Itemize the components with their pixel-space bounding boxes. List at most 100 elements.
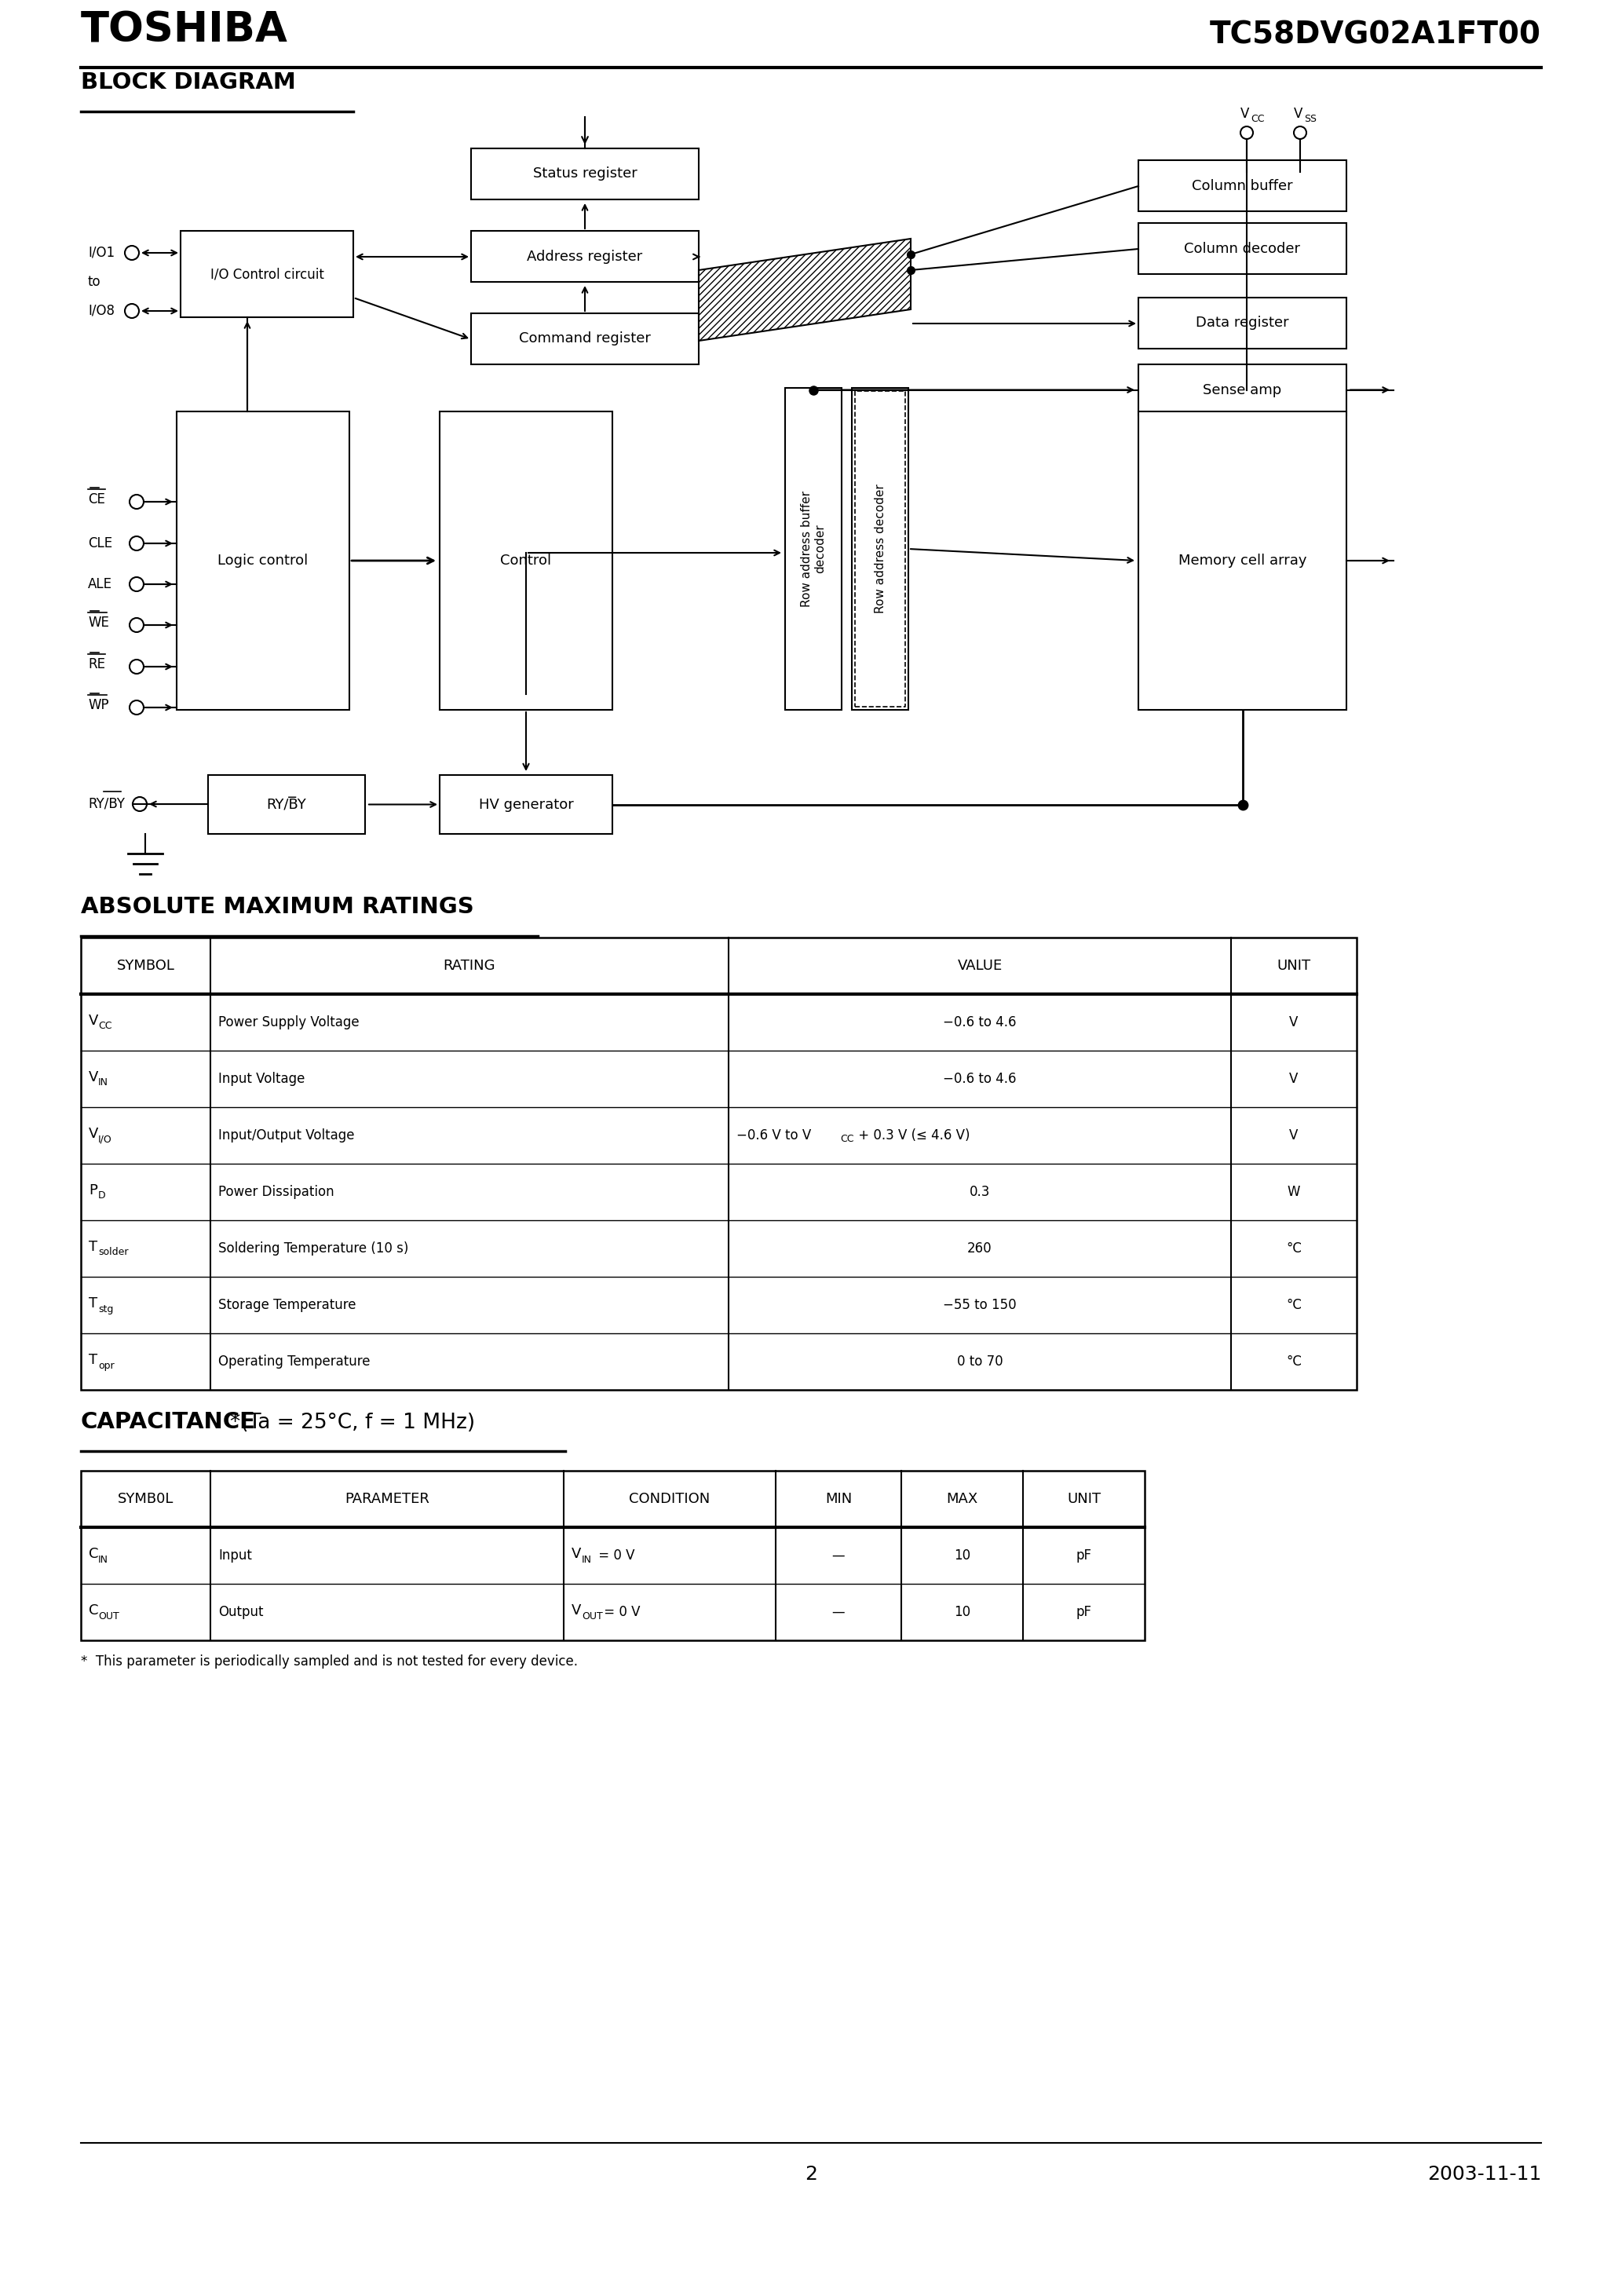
Text: T: T [89, 1240, 97, 1254]
Text: 10: 10 [954, 1548, 970, 1564]
Text: Storage Temperature: Storage Temperature [219, 1297, 357, 1311]
Text: RE: RE [88, 657, 105, 670]
Text: TC58DVG02A1FT00: TC58DVG02A1FT00 [1210, 21, 1541, 51]
Text: −0.6 to 4.6: −0.6 to 4.6 [942, 1072, 1017, 1086]
Text: °C: °C [1286, 1242, 1301, 1256]
Text: −0.6 to 4.6: −0.6 to 4.6 [942, 1015, 1017, 1029]
Text: UNIT: UNIT [1277, 960, 1311, 974]
Text: D: D [99, 1192, 105, 1201]
Bar [1139, 298, 1346, 349]
Text: 2003-11-11: 2003-11-11 [1427, 2165, 1541, 2183]
Text: 0 to 70: 0 to 70 [957, 1355, 1002, 1368]
Text: Column decoder: Column decoder [1184, 241, 1301, 255]
Text: Row address buffer
decoder: Row address buffer decoder [801, 491, 826, 606]
Text: Command register: Command register [519, 331, 650, 347]
Text: CONDITION: CONDITION [629, 1492, 710, 1506]
Text: + 0.3 V (≤ 4.6 V): + 0.3 V (≤ 4.6 V) [855, 1127, 970, 1143]
Text: PARAMETER: PARAMETER [345, 1492, 430, 1506]
Text: MIN: MIN [826, 1492, 852, 1506]
Text: °C: °C [1286, 1297, 1301, 1311]
Text: C: C [89, 1548, 99, 1561]
Bar [180, 232, 354, 317]
Text: V: V [1241, 108, 1249, 122]
Text: Power Supply Voltage: Power Supply Voltage [219, 1015, 360, 1029]
Text: Memory cell array: Memory cell array [1178, 553, 1307, 567]
Text: 260: 260 [967, 1242, 993, 1256]
Bar [208, 776, 365, 833]
Text: = 0 V: = 0 V [594, 1548, 634, 1564]
Text: opr: opr [99, 1362, 114, 1371]
Text: IN: IN [99, 1554, 109, 1564]
Text: MAX: MAX [946, 1492, 978, 1506]
Text: Input: Input [219, 1548, 251, 1564]
Text: 0.3: 0.3 [970, 1185, 989, 1199]
Text: Output: Output [219, 1605, 263, 1619]
Text: BLOCK DIAGRAM: BLOCK DIAGRAM [81, 71, 295, 94]
Text: Control: Control [501, 553, 551, 567]
Bar [440, 411, 613, 709]
Text: Address register: Address register [527, 250, 642, 264]
Bar [81, 1472, 1145, 1639]
Text: SS: SS [1304, 115, 1317, 124]
Text: W: W [1288, 1185, 1301, 1199]
Text: Soldering Temperature (10 s): Soldering Temperature (10 s) [219, 1242, 409, 1256]
Text: V: V [89, 1015, 99, 1029]
Text: pF: pF [1075, 1548, 1092, 1564]
Text: HV generator: HV generator [478, 797, 574, 810]
Text: IN: IN [99, 1077, 109, 1088]
Bar [852, 388, 908, 709]
Text: WE: WE [88, 615, 109, 629]
Bar [470, 312, 699, 365]
Text: I/O8: I/O8 [88, 303, 115, 319]
Text: CE: CE [88, 491, 105, 507]
Text: stg: stg [99, 1304, 114, 1313]
Text: Operating Temperature: Operating Temperature [219, 1355, 370, 1368]
Text: TOSHIBA: TOSHIBA [81, 9, 289, 51]
Text: 10: 10 [954, 1605, 970, 1619]
Text: Logic control: Logic control [217, 553, 308, 567]
Text: °C: °C [1286, 1355, 1301, 1368]
Text: T: T [89, 1352, 97, 1366]
Text: *(Ta = 25°C, f = 1 MHz): *(Ta = 25°C, f = 1 MHz) [230, 1412, 475, 1433]
Text: Row address decoder: Row address decoder [874, 484, 886, 613]
Text: *  This parameter is periodically sampled and is not tested for every device.: * This parameter is periodically sampled… [81, 1655, 577, 1669]
Text: I/O: I/O [99, 1134, 112, 1143]
Text: Power Dissipation: Power Dissipation [219, 1185, 334, 1199]
Text: CAPACITANCE: CAPACITANCE [81, 1412, 256, 1433]
Text: solder: solder [99, 1247, 128, 1258]
Text: pF: pF [1075, 1605, 1092, 1619]
Text: CC: CC [99, 1022, 112, 1031]
Text: RY/BY: RY/BY [88, 797, 125, 810]
Text: V: V [1289, 1015, 1298, 1029]
Text: CC: CC [1251, 115, 1265, 124]
Text: Input/Output Voltage: Input/Output Voltage [219, 1127, 355, 1143]
Text: RY/BY: RY/BY [266, 797, 307, 810]
Bar [1139, 365, 1346, 416]
Text: VALUE: VALUE [957, 960, 1002, 974]
Text: —: — [832, 1605, 845, 1619]
Text: —: — [832, 1548, 845, 1564]
Text: V: V [1289, 1127, 1298, 1143]
Text: V: V [89, 1127, 99, 1141]
Text: to: to [88, 276, 101, 289]
Text: V: V [571, 1548, 581, 1561]
Text: V: V [571, 1603, 581, 1619]
Text: IN: IN [582, 1554, 592, 1564]
Text: P: P [89, 1182, 97, 1199]
Text: RATING: RATING [443, 960, 496, 974]
Bar [1139, 223, 1346, 273]
Bar [470, 149, 699, 200]
Bar [440, 776, 613, 833]
Text: CLE: CLE [88, 537, 112, 551]
Polygon shape [699, 239, 910, 340]
Text: V: V [1289, 1072, 1298, 1086]
Text: ALE: ALE [88, 576, 112, 592]
Bar [81, 937, 1356, 1389]
Text: V: V [1294, 108, 1302, 122]
Text: I/O1: I/O1 [88, 246, 115, 259]
Text: ABSOLUTE MAXIMUM RATINGS: ABSOLUTE MAXIMUM RATINGS [81, 895, 474, 918]
Bar [470, 232, 699, 282]
Text: Sense amp: Sense amp [1204, 383, 1281, 397]
Text: 2: 2 [805, 2165, 817, 2183]
Text: SYMBOL: SYMBOL [117, 960, 175, 974]
